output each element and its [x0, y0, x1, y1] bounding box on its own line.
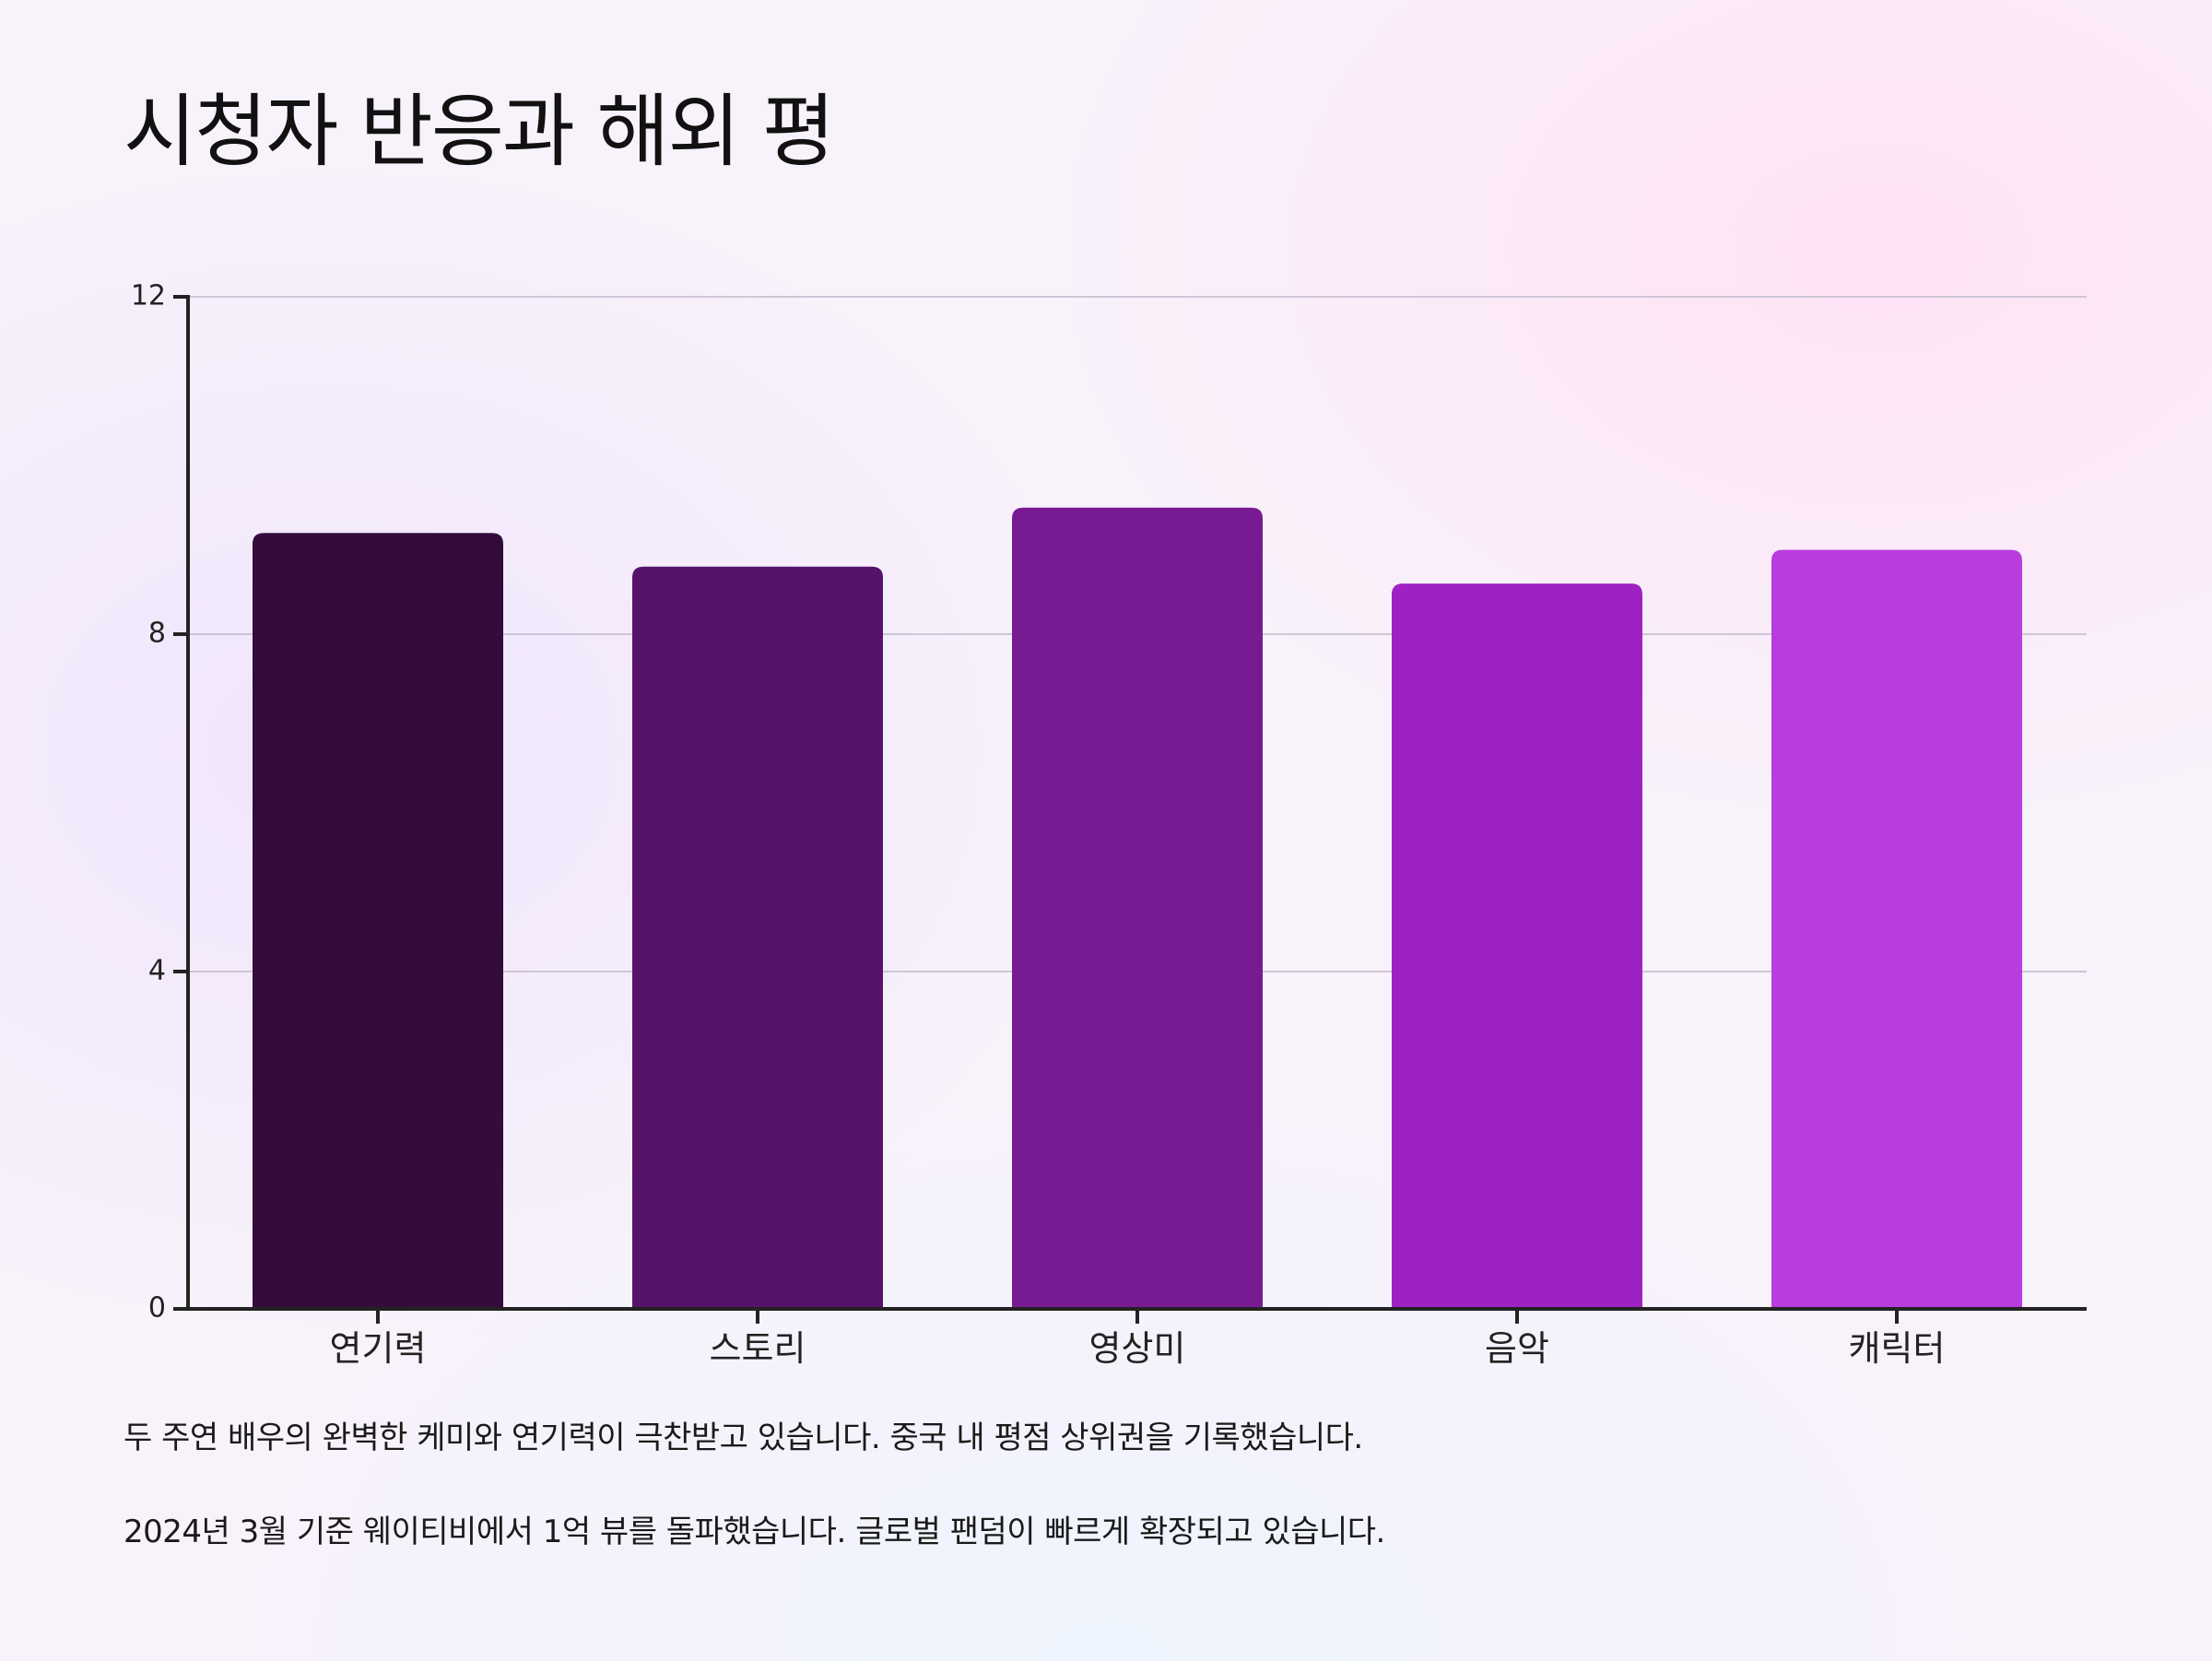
x-tick-label: 캐릭터: [1849, 1328, 1946, 1369]
y-tick-label: 4: [148, 955, 166, 987]
description-note-2: 2024년 3월 기준 웨이티비에서 1억 뷰를 돌파했습니다. 글로벌 팬덤이…: [124, 1514, 1385, 1550]
x-tick-label: 음악: [1485, 1328, 1549, 1369]
description-note-1: 두 주연 배우의 완벽한 케미와 연기력이 극찬받고 있습니다. 중국 내 평점…: [124, 1420, 1363, 1456]
y-tick-label: 12: [131, 280, 166, 312]
axes: [173, 295, 2087, 1324]
y-tick-label: 0: [148, 1292, 166, 1325]
bar-2: [632, 566, 883, 1309]
x-tick-label: 스토리: [710, 1328, 806, 1369]
bars: [253, 507, 2022, 1309]
y-tick-label: 8: [148, 618, 166, 650]
x-tick-label: 연기력: [330, 1328, 427, 1369]
bar-4: [1392, 583, 1642, 1309]
bar-1: [253, 533, 503, 1309]
axis-labels: 0 4 8 12 연기력 스토리 영상미 음악 캐릭터: [131, 280, 1946, 1370]
x-tick-label: 영상미: [1089, 1328, 1186, 1369]
bar-5: [1771, 549, 2022, 1309]
bar-3: [1012, 507, 1263, 1309]
page-title: 시청자 반응과 해외 평: [124, 86, 835, 178]
